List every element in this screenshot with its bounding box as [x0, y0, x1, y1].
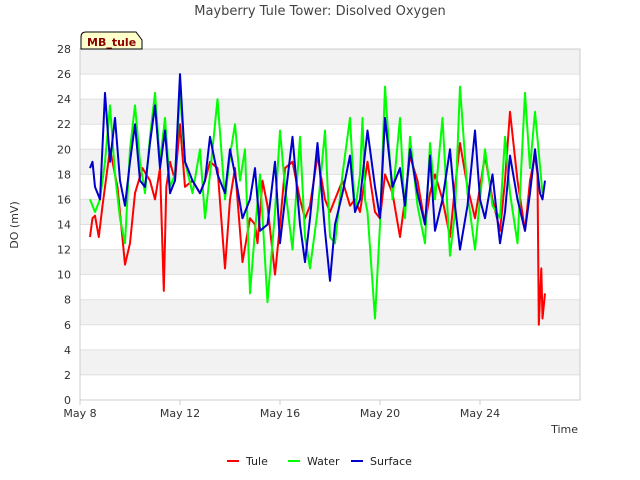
legend-label-surface: Surface	[370, 455, 412, 468]
x-tick-label: May 20	[360, 407, 400, 420]
y-axis-title: DO (mV)	[8, 201, 21, 248]
y-tick-label: 2	[64, 369, 71, 382]
x-axis-ticks: May 8 May 12 May 16 May 20 May 24	[63, 400, 500, 420]
x-tick-label: May 16	[260, 407, 300, 420]
y-tick-label: 24	[57, 93, 71, 106]
y-tick-label: 10	[57, 269, 71, 282]
legend-label-water: Water	[307, 455, 340, 468]
y-tick-label: 16	[57, 193, 71, 206]
x-tick-label: May 8	[63, 407, 96, 420]
plot-band	[80, 149, 580, 175]
site-badge: MB_tule	[80, 31, 143, 50]
x-axis-title: Time	[550, 423, 578, 436]
site-badge-box	[80, 31, 143, 50]
plot-band	[80, 299, 580, 325]
y-tick-label: 12	[57, 244, 71, 257]
y-tick-label: 20	[57, 143, 71, 156]
y-tick-label: 26	[57, 68, 71, 81]
plot-band	[80, 49, 580, 75]
y-tick-label: 4	[64, 344, 71, 357]
y-tick-label: 6	[64, 319, 71, 332]
plot-band	[80, 349, 580, 375]
x-tick-label: May 24	[460, 407, 500, 420]
site-badge-label: MB_tule	[87, 36, 136, 49]
legend-label-tule: Tule	[245, 455, 268, 468]
plot-area-frame	[79, 48, 581, 401]
y-tick-label: 8	[64, 294, 71, 307]
chart-title: Mayberry Tule Tower: Disolved Oxygen	[194, 4, 445, 19]
y-tick-label: 14	[57, 219, 71, 232]
y-tick-label: 18	[57, 168, 71, 181]
x-tick-label: May 12	[160, 407, 200, 420]
y-tick-label: 28	[57, 43, 71, 56]
series-layer	[89, 73, 546, 326]
series-line-surface	[89, 73, 546, 282]
y-tick-label: 0	[64, 394, 71, 407]
y-tick-label: 22	[57, 118, 71, 131]
plot-band	[80, 99, 580, 125]
series-line-water	[89, 85, 544, 320]
legend: Tule Water Surface	[227, 455, 412, 468]
